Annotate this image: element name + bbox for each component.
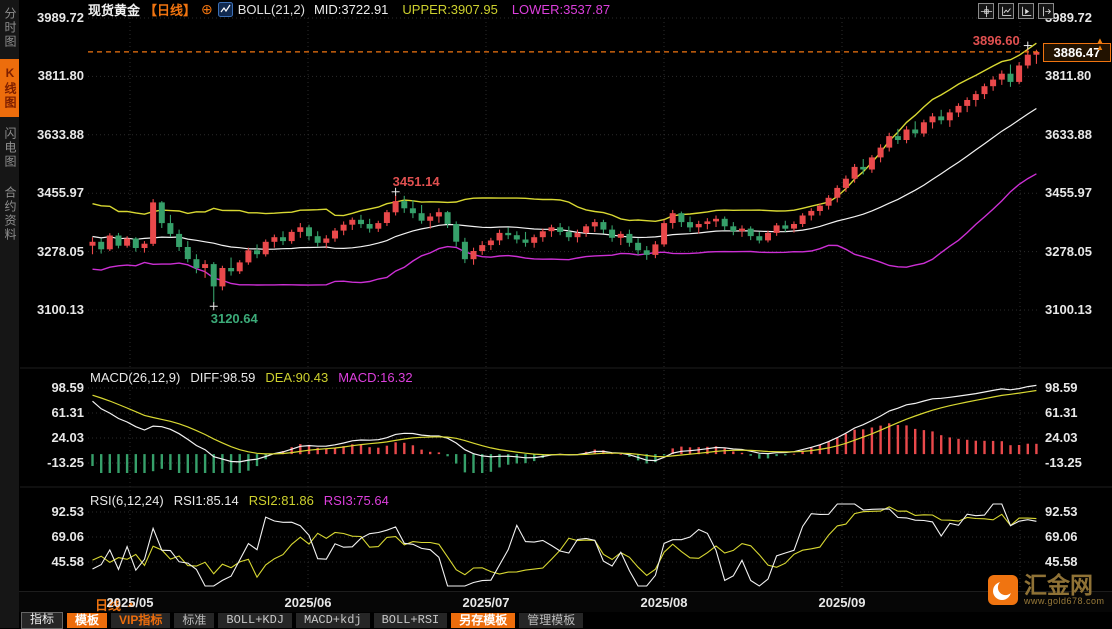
- logo-url: www.gold678.com: [1024, 596, 1105, 606]
- macd-pane-title: MACD(26,12,9) DIFF:98.59 DEA:90.43 MACD:…: [90, 369, 413, 385]
- toolbar-button-5[interactable]: BOLL+KDJ: [218, 612, 292, 628]
- toolbar-button-8[interactable]: 另存模板: [451, 612, 516, 628]
- sidebar-tab-2[interactable]: K线图: [0, 59, 19, 117]
- month-label-2025-08: 2025/08: [640, 595, 688, 610]
- price-axis-right: 3100.13: [1045, 302, 1092, 317]
- month-label-2025-06: 2025/06: [284, 595, 332, 610]
- period-label: 日线: [95, 598, 122, 613]
- recent-high-label: 3896.60: [972, 32, 1020, 48]
- sidebar-tab-4[interactable]: 合约资料: [3, 186, 17, 242]
- rsi-axis-right: 45.58: [1045, 554, 1078, 569]
- rsi3-value: RSI3:75.64: [323, 492, 389, 508]
- toolbar-button-7[interactable]: BOLL+RSI: [373, 612, 448, 628]
- swing-high-label: 3451.14: [392, 173, 440, 189]
- macd-dea-value: DEA:90.43: [265, 369, 329, 385]
- toolbar-button-3[interactable]: VIP指标: [111, 612, 171, 628]
- price-axis-left: 3989.72: [37, 10, 84, 25]
- macd-axis-right: 24.03: [1045, 430, 1078, 445]
- boll-lower-value: LOWER:3537.87: [511, 2, 611, 17]
- price-axis-left: 3633.88: [37, 126, 84, 142]
- price-axis-left: 3811.80: [37, 68, 84, 84]
- macd-axis-right: 61.31: [1045, 405, 1078, 420]
- macd-macd-value: MACD:16.32: [338, 369, 413, 385]
- last-price-box: 3886.47: [1043, 42, 1111, 62]
- period-tag[interactable]: 【日线】: [144, 3, 197, 18]
- toolbar-button-2[interactable]: 模板: [67, 612, 108, 628]
- crosshair-icon[interactable]: [978, 3, 994, 19]
- price-axis-right: 3989.72: [1045, 10, 1092, 25]
- site-logo[interactable]: 汇金网 www.gold678.com: [988, 574, 1105, 606]
- sidebar-tab-1[interactable]: 分时图: [3, 7, 17, 49]
- period-dropdown[interactable]: 日线 ▲: [95, 595, 136, 614]
- bottom-toolbar: 指标 模板 VIP指标 标准 BOLL+KDJ MACD+kdj BOLL+RSI 另存模板管…: [19, 611, 1112, 629]
- toolbar-button-4[interactable]: 标准: [174, 612, 215, 628]
- toolbar-button-9[interactable]: 管理模板: [519, 612, 584, 628]
- symbol-name: 现货黄金: [88, 3, 141, 18]
- macd-axis-right: -13.25: [1045, 455, 1082, 470]
- rsi-pane-title: RSI(6,12,24) RSI1:85.14 RSI2:81.86 RSI3:…: [90, 492, 389, 508]
- rsi1-value: RSI1:85.14: [173, 492, 239, 508]
- price-axis-right: 3633.88: [1045, 126, 1092, 142]
- zoom-axis-icon[interactable]: [998, 3, 1014, 19]
- macd-diff-value: DIFF:98.59: [190, 369, 256, 385]
- rsi-axis-right: 92.53: [1045, 504, 1078, 519]
- play-axis-icon[interactable]: [1018, 3, 1034, 19]
- rsi-axis-left: 45.58: [51, 554, 84, 569]
- macd-axis-right: 98.59: [1045, 380, 1078, 395]
- price-axis-left: 3278.05: [37, 243, 84, 259]
- boll-mid-value: MID:3722.91: [313, 2, 389, 17]
- logo-title: 汇金网: [1024, 572, 1093, 598]
- swing-low-label: 3120.64: [210, 311, 258, 327]
- price-axis-right: 3811.80: [1045, 68, 1092, 84]
- month-label-2025-09: 2025/09: [818, 595, 866, 610]
- macd-title-text: MACD(26,12,9): [90, 369, 181, 385]
- dropdown-up-icon: ▲: [126, 599, 136, 610]
- latest-price-marker-icon[interactable]: ▲ ▲: [1096, 35, 1104, 52]
- macd-axis-left: -13.25: [47, 455, 84, 470]
- boll-upper-value: UPPER:3907.95: [402, 2, 498, 17]
- time-axis: 日线 ▲ 2025/05 2025/06 2025/07 2025/08 2025/09: [19, 591, 1112, 613]
- chart-type-sidebar: 分时图 K线图闪电图合约资料: [0, 0, 20, 628]
- sidebar-tab-3[interactable]: 闪电图: [3, 127, 17, 169]
- rsi-title-text: RSI(6,12,24): [90, 492, 164, 508]
- toolbar-button-1[interactable]: 指标: [21, 611, 64, 629]
- rsi-axis-right: 69.06: [1045, 529, 1078, 544]
- boll-indicator-icon[interactable]: [217, 2, 233, 17]
- chart-toolbar-icons: [978, 3, 1054, 19]
- rsi-axis-left: 92.53: [51, 504, 84, 519]
- month-label-2025-05: 2025/05: [106, 595, 154, 610]
- macd-axis-left: 61.31: [51, 405, 84, 420]
- macd-axis-left: 98.59: [51, 380, 84, 395]
- chart-header: 现货黄金 【日线】 ⊕ BOLL(21,2) MID:3722.91 UPPER…: [88, 1, 610, 18]
- rsi-axis-left: 69.06: [51, 529, 84, 544]
- month-label-2025-07: 2025/07: [462, 595, 510, 610]
- price-axis-left: 3455.97: [37, 185, 84, 201]
- logo-icon: [988, 575, 1018, 605]
- rsi2-value: RSI2:81.86: [248, 492, 314, 508]
- collapse-panel-icon[interactable]: [1038, 3, 1054, 19]
- indicator-title: BOLL(21,2): [237, 2, 305, 17]
- add-indicator-icon[interactable]: ⊕: [201, 1, 213, 17]
- macd-axis-left: 24.03: [51, 430, 84, 445]
- toolbar-button-6[interactable]: MACD+kdj: [296, 612, 370, 628]
- price-axis-right: 3455.97: [1045, 185, 1092, 201]
- price-axis-right: 3278.05: [1045, 243, 1092, 259]
- price-axis-left: 3100.13: [37, 302, 84, 317]
